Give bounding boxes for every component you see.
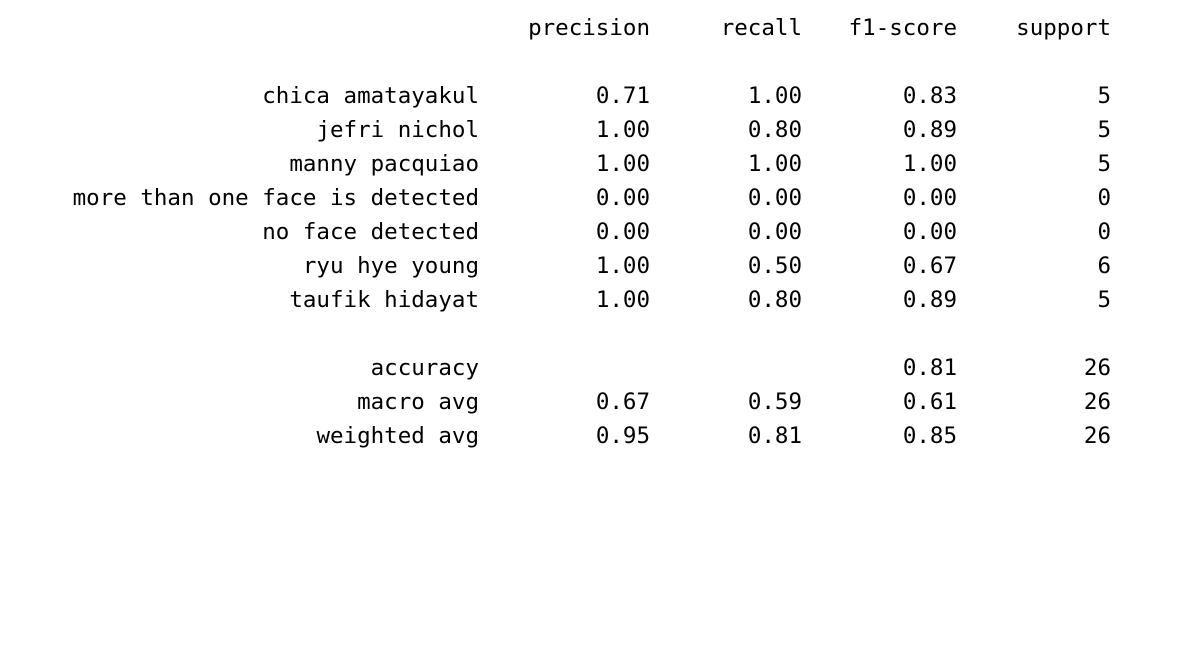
summary-row-accuracy: accuracy 0.81 26 bbox=[0, 351, 1184, 385]
class-label: manny pacquiao bbox=[289, 151, 479, 177]
f1-score-value: 0.61 bbox=[902, 389, 957, 415]
recall-value: 1.00 bbox=[747, 151, 802, 177]
support-value: 6 bbox=[1097, 253, 1111, 279]
table-row: more than one face is detected 0.00 0.00… bbox=[0, 181, 1184, 215]
summary-label: weighted avg bbox=[316, 423, 479, 449]
class-label: jefri nichol bbox=[316, 117, 479, 143]
precision-value: 0.95 bbox=[595, 423, 650, 449]
class-label: chica amatayakul bbox=[262, 83, 479, 109]
support-value: 5 bbox=[1097, 117, 1111, 143]
precision-value: 1.00 bbox=[595, 117, 650, 143]
header-precision: precision bbox=[528, 15, 650, 41]
recall-value: 0.00 bbox=[747, 219, 802, 245]
precision-value: 1.00 bbox=[595, 287, 650, 313]
support-value: 5 bbox=[1097, 83, 1111, 109]
summary-row-macro-avg: macro avg 0.67 0.59 0.61 26 bbox=[0, 385, 1184, 419]
precision-value: 0.67 bbox=[595, 389, 650, 415]
class-label: more than one face is detected bbox=[72, 185, 479, 211]
classification-report: precision recall f1-score support chica … bbox=[0, 11, 1184, 453]
table-row: manny pacquiao 1.00 1.00 1.00 5 bbox=[0, 147, 1184, 181]
summary-label: macro avg bbox=[357, 389, 479, 415]
support-value: 5 bbox=[1097, 151, 1111, 177]
table-row: no face detected 0.00 0.00 0.00 0 bbox=[0, 215, 1184, 249]
precision-value: 1.00 bbox=[595, 253, 650, 279]
f1-score-value: 0.83 bbox=[902, 83, 957, 109]
recall-value: 0.50 bbox=[747, 253, 802, 279]
class-label: ryu hye young bbox=[302, 253, 479, 279]
f1-score-value: 0.85 bbox=[902, 423, 957, 449]
table-row: ryu hye young 1.00 0.50 0.67 6 bbox=[0, 249, 1184, 283]
summary-label: accuracy bbox=[370, 355, 479, 381]
class-label: no face detected bbox=[262, 219, 479, 245]
support-value: 0 bbox=[1097, 219, 1111, 245]
f1-score-value: 0.00 bbox=[902, 219, 957, 245]
recall-value: 1.00 bbox=[747, 83, 802, 109]
f1-score-value: 0.81 bbox=[902, 355, 957, 381]
header-row: precision recall f1-score support bbox=[0, 11, 1184, 45]
f1-score-value: 1.00 bbox=[902, 151, 957, 177]
recall-value: 0.81 bbox=[747, 423, 802, 449]
recall-value: 0.59 bbox=[747, 389, 802, 415]
table-row: chica amatayakul 0.71 1.00 0.83 5 bbox=[0, 79, 1184, 113]
f1-score-value: 0.89 bbox=[902, 287, 957, 313]
header-f1-score: f1-score bbox=[848, 15, 957, 41]
class-label: taufik hidayat bbox=[289, 287, 479, 313]
precision-value: 1.00 bbox=[595, 151, 650, 177]
precision-value: 0.71 bbox=[595, 83, 650, 109]
f1-score-value: 0.89 bbox=[902, 117, 957, 143]
support-value: 5 bbox=[1097, 287, 1111, 313]
header-recall: recall bbox=[720, 15, 802, 41]
recall-value: 0.00 bbox=[747, 185, 802, 211]
f1-score-value: 0.00 bbox=[902, 185, 957, 211]
precision-value: 0.00 bbox=[595, 219, 650, 245]
table-row: taufik hidayat 1.00 0.80 0.89 5 bbox=[0, 283, 1184, 317]
recall-value: 0.80 bbox=[747, 117, 802, 143]
header-support: support bbox=[1016, 15, 1111, 41]
summary-row-weighted-avg: weighted avg 0.95 0.81 0.85 26 bbox=[0, 419, 1184, 453]
support-value: 26 bbox=[1083, 389, 1111, 415]
f1-score-value: 0.67 bbox=[902, 253, 957, 279]
support-value: 26 bbox=[1083, 355, 1111, 381]
precision-value: 0.00 bbox=[595, 185, 650, 211]
table-row: jefri nichol 1.00 0.80 0.89 5 bbox=[0, 113, 1184, 147]
recall-value: 0.80 bbox=[747, 287, 802, 313]
support-value: 0 bbox=[1097, 185, 1111, 211]
support-value: 26 bbox=[1083, 423, 1111, 449]
